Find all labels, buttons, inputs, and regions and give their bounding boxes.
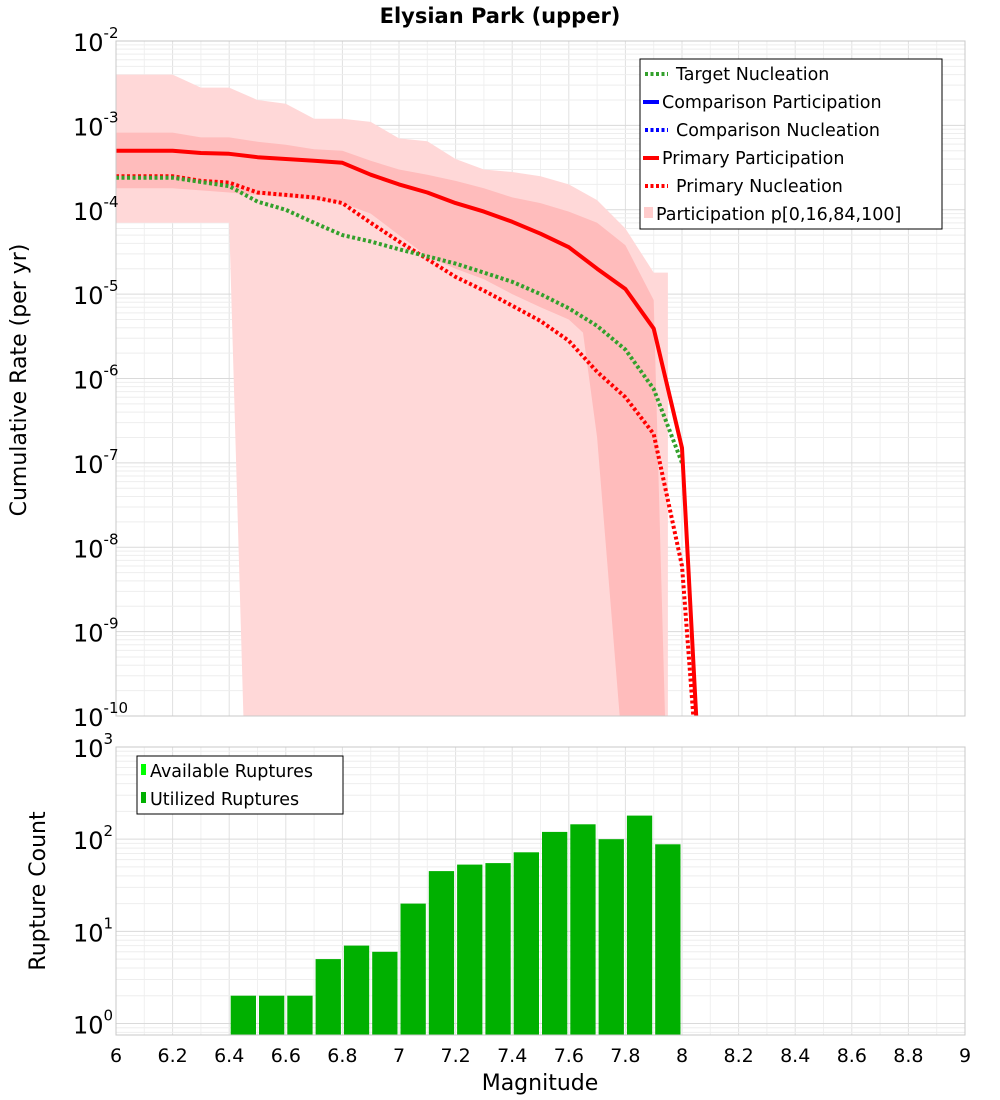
y-tick-label: 10-9 bbox=[73, 615, 119, 648]
rupture-bar bbox=[513, 852, 539, 1035]
legend-swatch-participation-band bbox=[644, 207, 653, 218]
rupture-bar bbox=[485, 863, 511, 1035]
legend-label-target-nucleation: Target Nucleation bbox=[675, 65, 829, 85]
x-axis-label: Magnitude bbox=[482, 1071, 599, 1096]
y-tick-label: 10-2 bbox=[73, 24, 119, 57]
legend-label-available-ruptures: Available Ruptures bbox=[150, 762, 313, 782]
rupture-bar bbox=[542, 831, 568, 1035]
x-tick-label: 8.8 bbox=[893, 1045, 923, 1067]
x-tick-label: 7.6 bbox=[554, 1045, 584, 1067]
legend-label-participation-band: Participation p[0,16,84,100] bbox=[656, 205, 901, 225]
x-tick-label: 7 bbox=[393, 1045, 405, 1067]
y-tick-label: 103 bbox=[73, 730, 113, 763]
rupture-bar bbox=[287, 995, 313, 1035]
rupture-bars bbox=[230, 815, 681, 1035]
x-tick-label: 8 bbox=[676, 1045, 688, 1067]
x-tick-label: 7.4 bbox=[497, 1045, 527, 1067]
x-tick-label: 6.2 bbox=[157, 1045, 187, 1067]
y-tick-label: 10-8 bbox=[73, 530, 119, 563]
x-tick-label: 7.2 bbox=[440, 1045, 470, 1067]
participation-band-inner bbox=[116, 132, 665, 717]
rate-legend: Target Nucleation Comparison Participati… bbox=[639, 58, 943, 230]
y-tick-label: 10-3 bbox=[73, 108, 119, 141]
x-ticks: 6 6.2 6.4 6.6 6.8 7 7.2 7.4 7.6 7.8 8 8.2 8.4 8.6 8.8 9 bbox=[110, 1045, 971, 1067]
legend-label-utilized-ruptures: Utilized Ruptures bbox=[150, 790, 299, 810]
rate-series-lines bbox=[116, 148, 699, 717]
y-tick-label: 10-6 bbox=[73, 362, 119, 395]
rupture-bar bbox=[428, 871, 455, 1035]
rupture-bar bbox=[570, 824, 596, 1035]
y-tick-label: 10-4 bbox=[73, 193, 119, 226]
y-tick-label: 102 bbox=[73, 822, 113, 855]
legend-label-primary-nucleation: Primary Nucleation bbox=[676, 177, 843, 197]
rupture-bar bbox=[457, 864, 483, 1035]
x-tick-label: 8.6 bbox=[837, 1045, 867, 1067]
legend-label-comparison-nucleation: Comparison Nucleation bbox=[676, 121, 880, 141]
x-tick-label: 6.4 bbox=[214, 1045, 244, 1067]
y-tick-label: 10-7 bbox=[73, 446, 119, 479]
series-line-target-nucleation bbox=[116, 175, 684, 464]
rupture-plot-y-label: Rupture Count bbox=[26, 811, 51, 971]
participation-bands bbox=[116, 74, 668, 717]
legend-label-primary-participation: Primary Participation bbox=[662, 149, 844, 169]
rupture-bar bbox=[315, 959, 341, 1035]
rate-plot-frame bbox=[115, 40, 966, 717]
rupture-plot-frame bbox=[115, 746, 966, 1036]
rate-plot-y-ticks: 10-2 10-3 10-4 10-5 10-6 10-7 10-8 10-9 10-10 bbox=[73, 24, 128, 732]
rupture-plot-y-ticks: 103 102 101 100 bbox=[73, 730, 113, 1039]
legend-swatch-utilized-ruptures bbox=[141, 792, 146, 803]
rupture-bar bbox=[372, 951, 398, 1035]
x-tick-label: 8.2 bbox=[723, 1045, 753, 1067]
x-tick-label: 7.8 bbox=[610, 1045, 640, 1067]
x-tick-label: 6 bbox=[110, 1045, 122, 1067]
rupture-legend: Available Ruptures Utilized Ruptures bbox=[136, 755, 344, 815]
y-tick-label: 101 bbox=[73, 914, 113, 947]
series-line-primary-nucleation bbox=[116, 174, 696, 717]
rupture-count-plot: 103 102 101 100 6 6.2 6.4 6.6 6.8 7 7.2 7.4 7.6 7.8 8… bbox=[26, 730, 971, 1096]
chart-title: Elysian Park (upper) bbox=[380, 4, 621, 28]
y-tick-label: 10-5 bbox=[73, 277, 119, 310]
rupture-bar bbox=[230, 995, 256, 1035]
rupture-bar bbox=[343, 945, 370, 1035]
legend-swatch-available-ruptures bbox=[141, 764, 146, 775]
rupture-bar bbox=[655, 844, 681, 1035]
x-tick-label: 9 bbox=[959, 1045, 971, 1067]
rupture-bar bbox=[259, 995, 285, 1035]
rupture-bar bbox=[400, 903, 426, 1035]
rate-plot-y-label: Cumulative Rate (per yr) bbox=[7, 244, 32, 517]
y-tick-label: 10-10 bbox=[73, 699, 128, 732]
series-line-primary-participation bbox=[116, 148, 699, 717]
x-tick-label: 6.6 bbox=[271, 1045, 301, 1067]
rupture-bar bbox=[626, 815, 653, 1035]
rupture-bar bbox=[598, 839, 624, 1035]
y-tick-label: 100 bbox=[73, 1006, 113, 1039]
legend-label-comparison-participation: Comparison Participation bbox=[662, 93, 882, 113]
x-tick-label: 6.8 bbox=[327, 1045, 357, 1067]
rate-plot: 10-2 10-3 10-4 10-5 10-6 10-7 10-8 10-9 10-10 Cu… bbox=[7, 24, 966, 732]
x-tick-label: 8.4 bbox=[780, 1045, 810, 1067]
